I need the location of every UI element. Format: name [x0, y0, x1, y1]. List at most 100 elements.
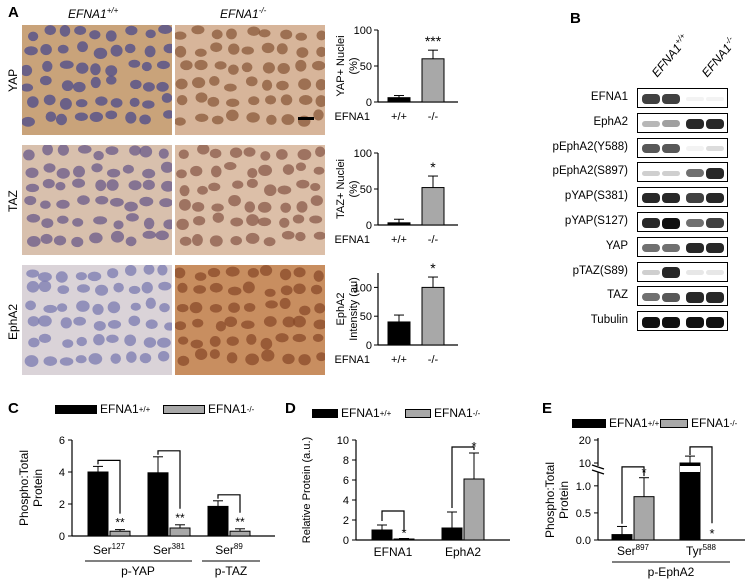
cell-nucleus [124, 43, 136, 54]
cell-nucleus [40, 233, 53, 244]
y-tick-label: 8 [343, 455, 349, 467]
cell-nucleus [105, 110, 118, 120]
blot-label: pYAP(S381) [564, 190, 628, 203]
y-axis-label: Relative Protein (a.u.) [301, 437, 313, 543]
cell-nucleus [191, 25, 205, 35]
cell-nucleus [195, 92, 208, 103]
cell-nucleus [214, 61, 227, 70]
legend-e-ko: EFNA1 -/- [660, 416, 737, 430]
blot-strip [637, 187, 728, 208]
cell-nucleus [228, 43, 240, 55]
cell-nucleus [310, 182, 321, 191]
cell-nucleus [77, 195, 90, 205]
bar [421, 58, 445, 103]
cell-nucleus [157, 337, 171, 348]
cell-nucleus [209, 235, 223, 247]
cell-nucleus [157, 265, 168, 276]
cell-nucleus [57, 303, 68, 312]
blot-band [686, 169, 704, 178]
cell-nucleus [176, 218, 189, 230]
cell-nucleus [266, 114, 277, 125]
y-tick-label: 50 [360, 184, 372, 196]
chart-c: 0 2 4 6 Phospho:Total Protein ** Ser127 ** Ser381… [17, 435, 275, 578]
cell-nucleus [179, 185, 190, 197]
cell-nucleus [129, 97, 140, 108]
cell-nucleus [265, 300, 278, 309]
cell-nucleus [57, 44, 69, 54]
cell-nucleus [110, 353, 121, 364]
y-tick-label: 6 [59, 435, 65, 447]
y-axis-label: YAP+ Nuclei [335, 35, 347, 96]
cell-nucleus [76, 284, 90, 293]
x-tick-label: -/- [428, 111, 439, 123]
cell-nucleus [125, 25, 138, 36]
blot-genotype-ko: EFNA1-/- [698, 34, 735, 80]
cell-nucleus [61, 80, 74, 92]
cell-nucleus [105, 30, 117, 42]
cell-nucleus [275, 333, 289, 343]
bar [633, 496, 655, 541]
cell-nucleus [175, 267, 186, 279]
cell-nucleus [175, 78, 188, 90]
x-axis-label: EFNA1 [335, 234, 370, 246]
y-tick-label: 50 [360, 311, 372, 323]
blot-band [642, 120, 660, 127]
cell-nucleus [45, 111, 57, 122]
blot-genotype-wt: EFNA1+/+ [648, 31, 688, 80]
blot-strip [637, 112, 728, 133]
cell-nucleus [190, 165, 203, 177]
significance-bracket [217, 494, 241, 513]
bar [421, 187, 445, 226]
legend-swatch [312, 408, 338, 418]
cell-nucleus [163, 43, 172, 54]
blot-band [706, 316, 724, 328]
cell-nucleus [163, 110, 172, 119]
y-tick-label: 100 [354, 282, 372, 294]
y-tick-label: 0 [366, 97, 372, 109]
cell-nucleus [258, 164, 273, 177]
cell-nucleus [194, 272, 207, 281]
blot-band [662, 193, 680, 204]
micrograph-yap-wt [22, 25, 172, 135]
cell-nucleus [75, 355, 87, 364]
x-tick-label: -/- [428, 234, 439, 246]
cell-nucleus [209, 76, 220, 86]
blot-band [706, 168, 724, 179]
cell-nucleus [192, 201, 205, 212]
bar [463, 478, 485, 541]
cell-nucleus [38, 280, 52, 293]
panel-letter-a: A [8, 4, 19, 21]
significance-label: ** [175, 511, 185, 525]
cell-nucleus [142, 230, 157, 239]
blot-band [686, 193, 704, 203]
blot-strip [637, 137, 728, 158]
blot-band [642, 193, 660, 204]
cell-nucleus [40, 200, 51, 209]
cell-nucleus [106, 334, 119, 343]
cell-nucleus [209, 349, 220, 359]
significance-bracket [157, 450, 181, 509]
cell-nucleus [178, 149, 189, 160]
cell-nucleus [110, 98, 123, 108]
cell-nucleus [42, 145, 53, 156]
cell-nucleus [22, 116, 35, 127]
cell-nucleus [280, 285, 293, 296]
blot-band [662, 316, 680, 328]
cell-nucleus [226, 109, 239, 122]
blot-band [686, 146, 704, 151]
cell-nucleus [190, 339, 203, 349]
cell-nucleus [59, 60, 74, 69]
cell-nucleus [293, 267, 306, 278]
cell-nucleus [226, 98, 240, 108]
cell-nucleus [277, 185, 292, 195]
significance-label: * [709, 526, 714, 541]
y-axis-label: EphA2 [335, 292, 347, 325]
blot-band [642, 269, 660, 276]
blot-band [686, 316, 704, 328]
cell-nucleus [40, 43, 52, 56]
cell-nucleus [248, 96, 260, 106]
cell-nucleus [207, 267, 221, 278]
cell-nucleus [72, 218, 84, 227]
cell-nucleus [160, 161, 172, 173]
cell-nucleus [60, 317, 72, 329]
